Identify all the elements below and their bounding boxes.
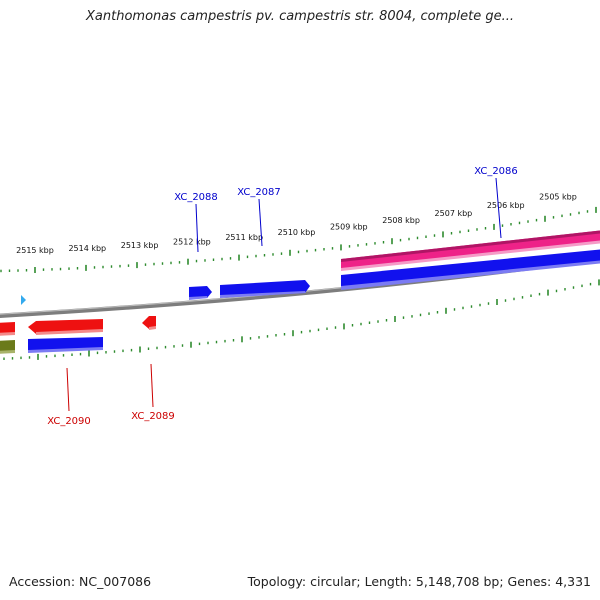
gene-label-xc2086[interactable]: XC_2086 [474,166,518,177]
ruler-label-kbp: 2511 kbp [225,233,263,242]
gene-feature-inner-blue-shade [28,347,103,353]
tick-layer-outer [0,206,597,273]
gene-feature-xc2089[interactable] [142,316,156,329]
reverse-feature-edge[interactable] [0,322,15,335]
leader-xc2090 [66,367,70,412]
ruler-label-kbp: 2510 kbp [278,228,316,237]
gene-label-xc2090[interactable]: XC_2090 [47,416,91,427]
leader-xc2089 [150,363,154,408]
gene-feature-xc2089-shade [149,326,156,330]
ruler-label-kbp: 2515 kbp [16,246,54,255]
leader-xc2088 [195,203,199,253]
olive-feature-shade [0,350,15,354]
gene-label-xc2089[interactable]: XC_2089 [131,411,175,422]
reverse-feature-edge-shade [0,332,15,336]
leader-xc2086 [495,177,502,239]
ruler-label-kbp: 2507 kbp [435,209,473,218]
gene-feature-xc2090-shade [36,329,103,335]
ruler-label-kbp: 2514 kbp [68,244,106,253]
ruler-label-kbp: 2509 kbp [330,223,368,232]
ruler-label-kbp: 2505 kbp [539,193,577,202]
gene-feature-xc2086[interactable] [341,249,600,288]
gene-feature-xc2088-shade [189,296,208,300]
ruler-labels: 2515 kbp 2514 kbp 2513 kbp 2512 kbp 2511 kbp… [16,193,577,255]
gene-feature-xc2087-shade [220,291,306,298]
gene-label-xc2087[interactable]: XC_2087 [237,187,281,198]
gene-feature-xc2088[interactable] [189,286,212,299]
olive-feature[interactable] [0,340,15,353]
genome-summary-text: Topology: circular; Length: 5,148,708 bp… [247,574,591,589]
accession-text: Accession: NC_007086 [9,574,152,589]
gene-feature-xc2086-shade [341,260,600,290]
ruler-label-kbp: 2508 kbp [382,216,420,225]
origin-marker-icon[interactable] [21,295,26,305]
leader-xc2087 [258,198,263,247]
ruler-label-kbp: 2512 kbp [173,237,211,246]
tick-layer-inner [3,279,600,360]
ruler-label-kbp: 2513 kbp [121,241,159,250]
map-title: Xanthomonas campestris pv. campestris st… [86,9,514,24]
ruler-label-kbp: 2506 kbp [487,201,525,210]
gene-label-xc2088[interactable]: XC_2088 [174,192,218,203]
pink-feature-shade [341,230,600,262]
pink-feature-light [341,240,600,271]
